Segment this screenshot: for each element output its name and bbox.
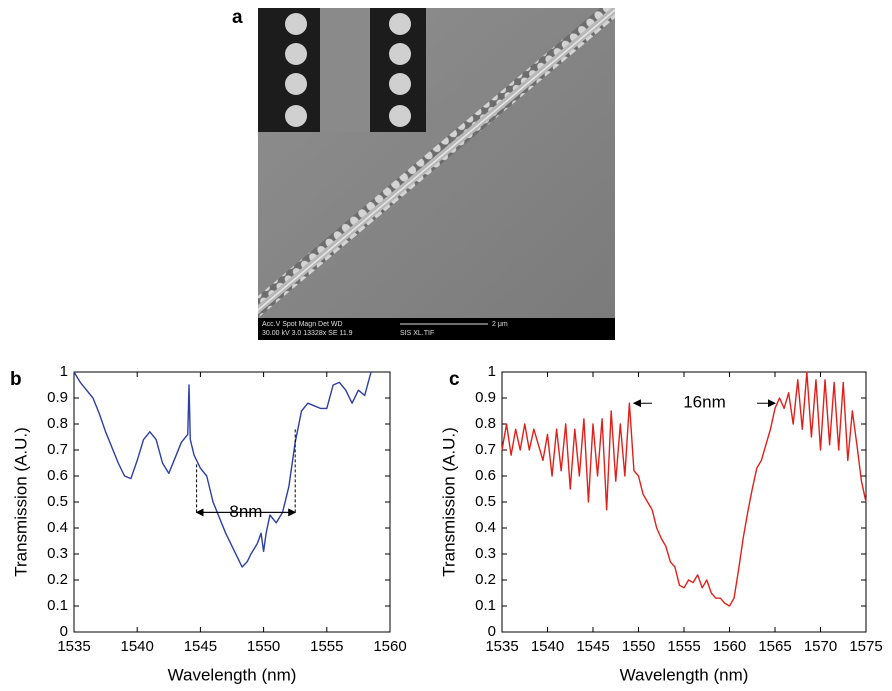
y-tick-label: 0.7 — [47, 441, 68, 458]
x-tick-label: 1565 — [758, 638, 791, 655]
y-tick-label: 0.8 — [475, 415, 496, 432]
x-tick-label: 1560 — [713, 638, 746, 655]
x-tick-label: 1535 — [485, 638, 518, 655]
x-tick-label: 1545 — [576, 638, 609, 655]
panel-label: a — [232, 7, 243, 28]
x-tick-label: 1575 — [849, 638, 882, 655]
line — [73, 371, 372, 568]
line — [501, 371, 867, 607]
annotation: 16nm — [683, 393, 726, 412]
sem-image: Acc.V Spot Magn Det WD 30.00 kV 3.0 1332… — [258, 8, 615, 340]
x-tick-label: 1560 — [373, 638, 406, 655]
scale-bar-label: 2 μm — [492, 321, 508, 328]
x-tick-label: 1545 — [184, 638, 217, 655]
x-tick-label: 1535 — [57, 638, 90, 655]
y-axis-title: Transmission (A.U.) — [11, 427, 30, 577]
y-tick-label: 0.8 — [47, 415, 68, 432]
y-tick-label: 0.2 — [475, 571, 496, 588]
y-axis-title: Transmission (A.U.) — [439, 427, 458, 577]
y-tick-label: 0 — [488, 623, 496, 640]
y-tick-label: 0.9 — [475, 389, 496, 406]
y-tick-label: 0.4 — [47, 519, 68, 536]
x-tick-label: 1540 — [121, 638, 154, 655]
y-tick-label: 0.4 — [475, 519, 496, 536]
x-tick-label: 1555 — [310, 638, 343, 655]
y-tick-label: 0.1 — [47, 597, 68, 614]
y-tick-label: 0.3 — [47, 545, 68, 562]
x-tick-label: 1550 — [247, 638, 280, 655]
panel-label: b — [10, 369, 22, 390]
sem-info: Acc.V Spot Magn Det WD — [262, 321, 343, 328]
y-tick-label: 0.5 — [47, 493, 68, 510]
y-tick-label: 0.6 — [475, 467, 496, 484]
y-tick-label: 0.6 — [47, 467, 68, 484]
sem-info: 30.00 kV 3.0 13328x SE 11.9 — [262, 330, 353, 337]
y-tick-label: 0.3 — [475, 545, 496, 562]
y-tick-label: 1 — [60, 363, 68, 380]
y-tick-label: 0.1 — [475, 597, 496, 614]
y-tick-label: 1 — [488, 363, 496, 380]
x-axis-title: Wavelength (nm) — [620, 665, 749, 684]
y-tick-label: 0.9 — [47, 389, 68, 406]
y-tick-label: 0.7 — [475, 441, 496, 458]
x-tick-label: 1540 — [531, 638, 564, 655]
annotation: 8nm — [229, 502, 262, 521]
x-tick-label: 1550 — [622, 638, 655, 655]
x-tick-label: 1555 — [667, 638, 700, 655]
y-tick-label: 0 — [60, 623, 68, 640]
panel-label: c — [449, 369, 460, 390]
x-axis-title: Wavelength (nm) — [168, 665, 297, 684]
y-tick-label: 0.2 — [47, 571, 68, 588]
y-tick-label: 0.5 — [475, 493, 496, 510]
sem-info: SIS XL.TIF — [400, 330, 434, 337]
x-tick-label: 1570 — [804, 638, 837, 655]
